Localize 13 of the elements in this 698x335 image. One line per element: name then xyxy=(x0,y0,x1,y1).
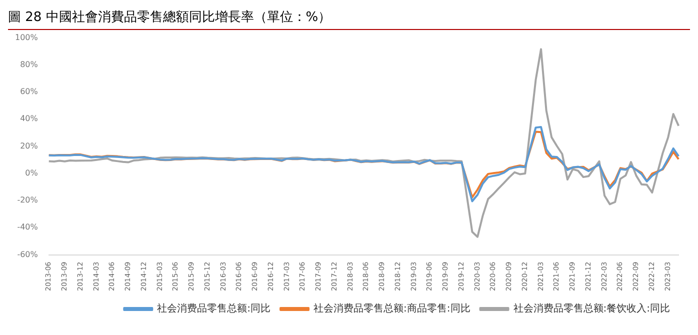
y-tick-label: 20% xyxy=(20,141,38,150)
y-tick-label: 80% xyxy=(20,60,38,69)
y-tick-label: 100% xyxy=(14,32,38,42)
legend-label: 社会消费品零售总额:同比 xyxy=(157,302,271,315)
legend-label: 社会消费品零售总额:商品零售:同比 xyxy=(314,302,470,315)
y-tick-label: 40% xyxy=(20,114,38,124)
y-tick-label: 0% xyxy=(25,168,38,178)
y-tick-label: 60% xyxy=(20,87,38,96)
legend-label: 社会消费品零售总额:餐饮收入:同比 xyxy=(513,302,670,315)
chart-title: 圖 28 中國社會消費品零售總額同比增長率（單位：%） xyxy=(8,8,690,30)
y-tick-label: -20% xyxy=(17,196,38,205)
y-tick-label: -60% xyxy=(17,250,38,259)
y-tick-label: -40% xyxy=(17,222,38,232)
